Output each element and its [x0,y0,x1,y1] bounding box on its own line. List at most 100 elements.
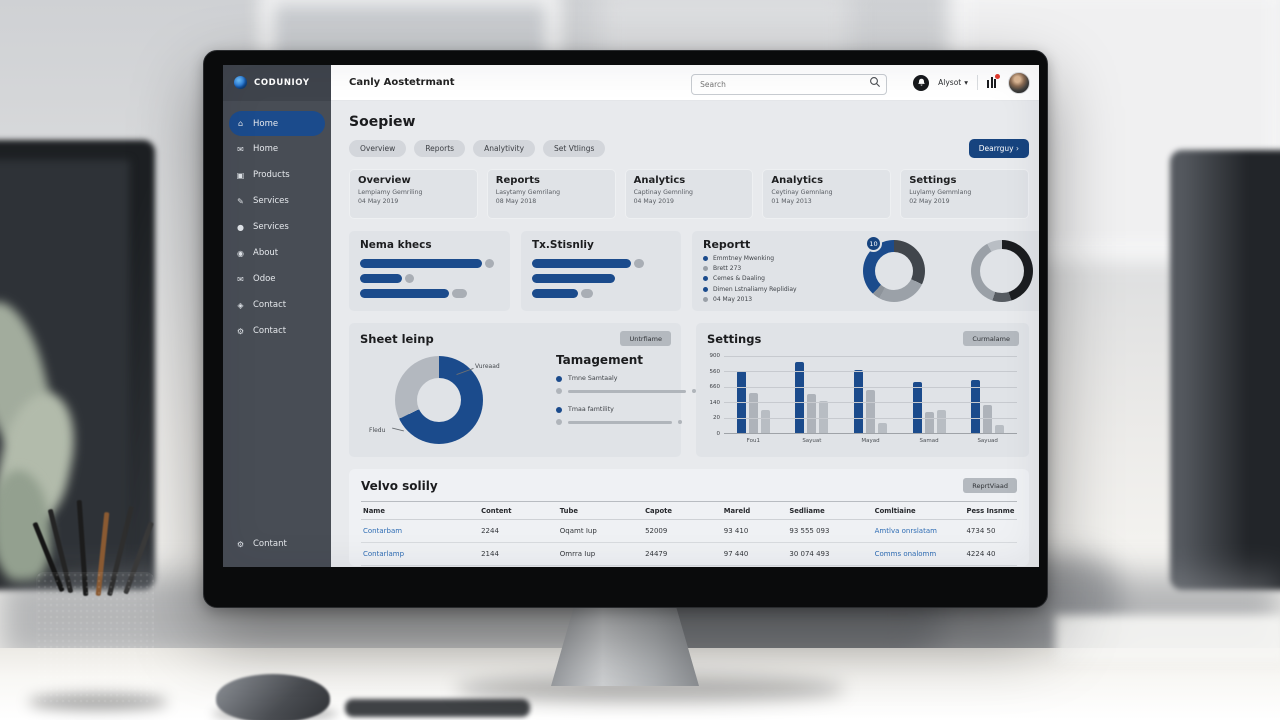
user-name: Alysot [938,78,962,87]
bar-chart: 900 560 660 140 20 0 Fou1 Sayuat Mayad Samad Sayu… [706,353,1017,444]
sidebar-item-about[interactable]: ◉ About [223,240,331,266]
y-tick: 0 [716,431,721,437]
stat-card-analytics[interactable]: Analytics Captinay Gemnling 04 May 2019 [624,169,754,219]
stat-card-date: 08 May 2018 [495,197,537,205]
table-row: Contarbam 2244 Oqamt Iup 52009 93 410 93 555 … [361,519,1017,543]
table-section: Velvo solily ReprtViaad Name Content Tube C… [349,469,1029,566]
table-link-cell[interactable]: Contarlamp [361,542,480,566]
column-header: Mareld [721,501,788,520]
table-cell: 30 074 493 [787,542,873,566]
bar [936,409,946,433]
stat-card-settings[interactable]: Settings Luylamy Gemmlang 02 May 2019 [900,169,1029,219]
bag-icon: ▣ [236,170,245,180]
report-donuts: 10 [863,235,1039,304]
tab-reports[interactable]: Reports [414,140,466,157]
tab-set-vtlings[interactable]: Set Vtlings [543,140,606,157]
sidebar-item-products[interactable]: ▣ Products [223,162,331,188]
computer-mouse [216,674,330,720]
table-link-cell[interactable]: Contarbam [361,519,480,543]
stat-card-analytics[interactable]: Analytics Ceytinay Gemnlang 01 May 2013 [762,169,892,219]
x-tick: Fou1 [746,438,760,444]
sidebar-item-odoe[interactable]: ✉ Odoe [223,266,331,292]
x-tick: Sayuat [802,438,822,444]
stats-icon[interactable] [987,74,1000,88]
bar [795,362,805,433]
legend-item: Dimen Lstnaliamy Replidiay [703,286,863,293]
bar-group [958,356,1017,433]
sidebar-item-services[interactable]: ✎ Services [223,188,331,214]
table-link-cell[interactable]: Amtlva onrslatam [872,519,965,543]
progress-bar-value [532,274,615,283]
main-content: Soepiew Overview Reports Analytivity Set Vt… [331,101,1039,567]
stat-card-reports[interactable]: Reports Lasytamy Gemrilang 08 May 2018 [486,169,616,219]
progress-card-1[interactable]: Tx.Stisnliy [521,231,681,311]
donut-callout-top: Vureaad [475,363,500,370]
legend-item: Tmaa famtility [556,406,696,413]
donut-card-legend: Tamagement Tmne Samtaaly Tmaa famtility [556,353,696,437]
bar [819,401,829,433]
bell-icon[interactable] [913,74,930,91]
legend-title: Tamagement [556,353,643,367]
gridline [724,371,1017,373]
search-input[interactable] [691,74,888,95]
progress-card-title: Nema khecs [360,239,432,251]
desk-paper [1055,615,1280,663]
avatar[interactable] [1008,71,1030,94]
donut-callout-bottom: Fledu [369,427,386,434]
progress-card-0[interactable]: Nema khecs [349,231,510,311]
column-header: Pess Insnme [964,501,1017,520]
sidebar-item-label: Products [253,170,290,180]
column-header: Name [361,501,480,520]
bar-chart-card[interactable]: Settings Curmalame 900 560 660 140 20 0 Fou1 S… [696,323,1029,457]
donut-card[interactable]: Sheet leinp Untrfiame Vureaad Fledu Tama… [349,323,696,457]
sidebar-item-home[interactable]: ⌂ Home [229,111,325,136]
charts-row-2: Sheet leinp Untrfiame Vureaad Fledu Tama… [349,323,1029,457]
progress-bar-tail [404,274,415,283]
app-logo[interactable]: CODUNIOY [223,65,331,101]
stat-card-subtitle: Ceytinay Gemnlang [771,189,833,196]
legend-dot [556,406,562,413]
progress-card-title: Tx.Stisnliy [532,239,594,251]
bar [877,423,887,433]
report-card[interactable]: Reportt Emmtney Mwenking Brett 273 Cemes &… [692,231,1039,311]
tab-overview[interactable]: Overview [349,140,407,157]
stat-card-subtitle: Lasytamy Gemrilang [495,189,561,196]
bar [912,382,922,433]
x-axis-labels: Fou1 Sayuat Mayad Samad Sayuad [724,438,1017,444]
bar-group [783,356,842,433]
sidebar-item-contact[interactable]: ◈ Contact [223,292,331,318]
search-box [691,72,888,95]
progress-bar [532,259,670,268]
donut-chart-right [971,240,1033,302]
stat-card-title: Reports [495,175,540,186]
sidebar-item-home[interactable]: ✉ Home [223,136,331,162]
tabs-row: Overview Reports Analytivity Set Vtlings De… [349,139,1029,158]
sidebar-item-contant[interactable]: ⚙ Contant [223,531,331,557]
legend-dot [703,256,708,261]
progress-bar-tail [634,259,645,268]
monitor: CODUNIOY Canly Aostetrmant Alysot [203,50,1048,608]
bar [760,409,770,433]
legend-dot [703,276,708,282]
progress-bar-tail [485,259,494,268]
table-button[interactable]: ReprtViaad [963,478,1017,493]
progress-bar-value [360,259,483,268]
table-link-cell[interactable]: Comms onalomm [872,542,965,566]
app-title: Canly Aostetrmant [349,77,455,88]
legend-line-end [678,420,682,424]
pencil-cup-shadow [28,694,168,710]
bar-chart-button[interactable]: Curmalame [963,331,1019,346]
stat-card-date: 02 May 2019 [909,197,950,205]
sidebar-item-contact[interactable]: ⚙ Contact [223,318,331,344]
user-menu[interactable]: Alysot ▾ [938,78,968,87]
tab-analytivity[interactable]: Analytivity [473,140,536,157]
primary-action-button[interactable]: Dearrguy › [968,139,1029,158]
sidebar-item-services[interactable]: ● Services [223,214,331,240]
bar-group [841,356,900,433]
stat-card-subtitle: Captinay Gemnling [633,189,693,196]
desk-pen [345,699,530,717]
stat-card-overview[interactable]: Overview Lempiamy Gemriling 04 May 2019 [349,169,478,219]
report-card-title: Reportt [703,238,751,251]
donut-card-button[interactable]: Untrfiame [620,331,671,346]
report-legend: Emmtney Mwenking Brett 273 Cemes & Daaling… [703,255,863,303]
